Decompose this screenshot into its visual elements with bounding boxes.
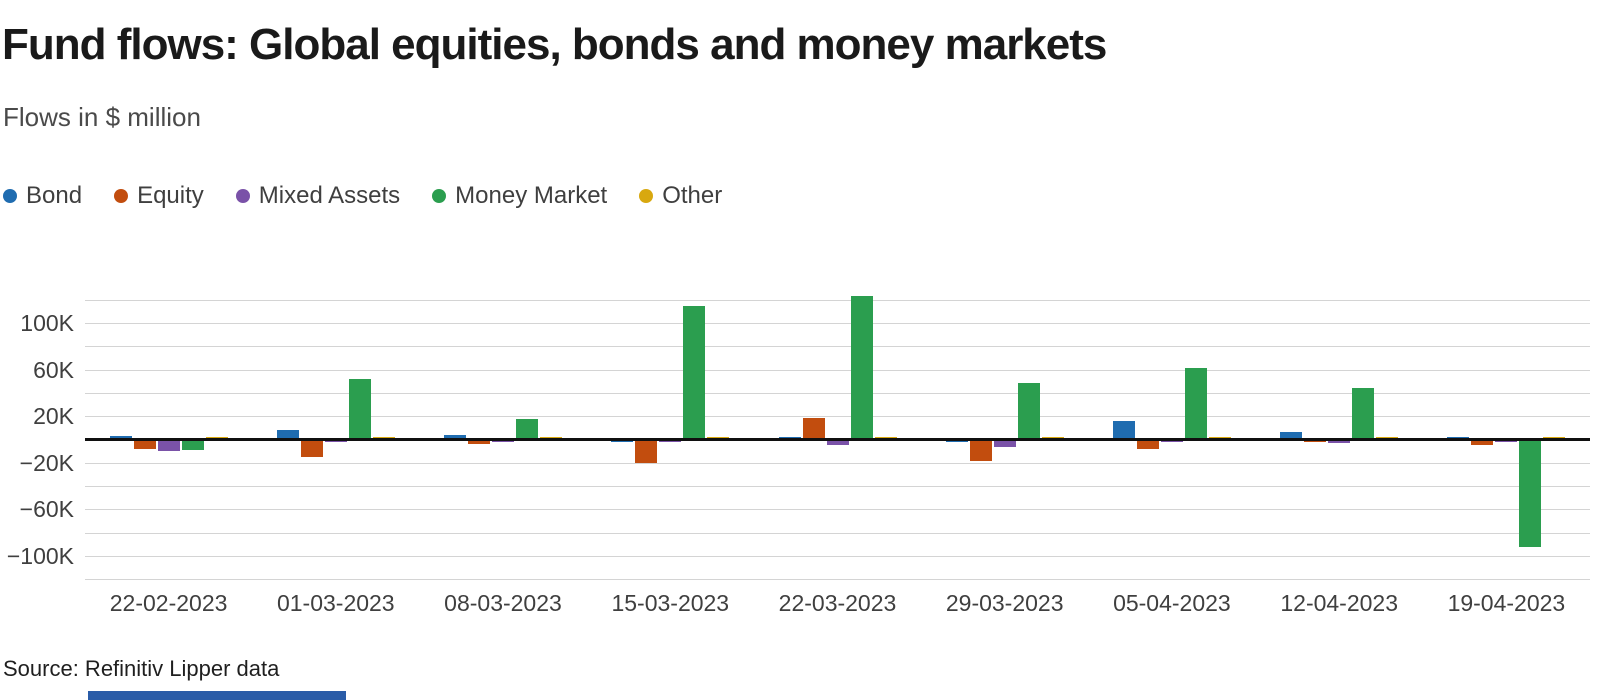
legend-item-mixed-assets: Mixed Assets bbox=[235, 182, 401, 210]
legend-dot-icon bbox=[3, 189, 17, 203]
bar-other bbox=[205, 437, 228, 438]
gridline bbox=[85, 323, 1590, 324]
brand-bar bbox=[88, 691, 346, 700]
bar-equity bbox=[802, 418, 825, 438]
bar-bond bbox=[945, 441, 968, 442]
bar-mixed-assets bbox=[826, 441, 849, 445]
legend-dot-icon bbox=[639, 189, 654, 203]
bar-money-market bbox=[1017, 383, 1040, 438]
x-axis-tick-label: 29-03-2023 bbox=[945, 590, 1064, 616]
bar-mixed-assets bbox=[1160, 441, 1183, 442]
bar-equity bbox=[133, 441, 156, 450]
x-axis-tick-label: 22-03-2023 bbox=[778, 590, 897, 616]
bar-money-market bbox=[516, 419, 539, 438]
bar-equity bbox=[1304, 441, 1327, 442]
zero-axis-line bbox=[85, 438, 1590, 441]
bar-mixed-assets bbox=[157, 441, 180, 451]
bar-bond bbox=[778, 437, 801, 438]
gridline bbox=[85, 369, 1590, 371]
bar-money-market bbox=[1352, 387, 1375, 438]
bar-other bbox=[540, 437, 563, 438]
legend-dot-icon bbox=[432, 189, 447, 203]
gridline bbox=[85, 462, 1590, 464]
bar-equity bbox=[635, 441, 658, 464]
legend-dot-icon bbox=[114, 189, 129, 203]
bar-other bbox=[372, 437, 395, 438]
bar-bond bbox=[611, 441, 634, 443]
bar-money-market bbox=[850, 295, 873, 438]
bar-other bbox=[707, 437, 730, 438]
bar-bond bbox=[1447, 437, 1470, 438]
x-axis-tick-label: 12-04-2023 bbox=[1280, 590, 1399, 616]
legend-label: Other bbox=[662, 182, 723, 209]
legend-label: Equity bbox=[137, 182, 204, 209]
bar-bond bbox=[276, 429, 299, 438]
gridline bbox=[85, 486, 1590, 488]
x-axis-tick-label: 15-03-2023 bbox=[611, 590, 730, 616]
bar-money-market bbox=[1184, 368, 1207, 438]
gridline bbox=[85, 299, 1590, 301]
x-axis-tick-label: 08-03-2023 bbox=[444, 590, 562, 616]
bar-mixed-assets bbox=[1495, 441, 1518, 442]
bar-other bbox=[874, 437, 897, 438]
legend-label: Bond bbox=[26, 182, 83, 209]
bar-other bbox=[1376, 437, 1399, 438]
y-axis-tick-label: 20K bbox=[33, 403, 74, 430]
y-axis-tick-label: −100K bbox=[6, 543, 74, 569]
y-axis-tick-label: 60K bbox=[33, 356, 74, 383]
bar-mixed-assets bbox=[324, 441, 347, 442]
legend-label: Mixed Assets bbox=[258, 182, 401, 209]
bar-mixed-assets bbox=[659, 441, 682, 443]
bar-other bbox=[1543, 437, 1566, 438]
y-axis-tick-label: −20K bbox=[19, 449, 74, 476]
x-axis-tick-label: 05-04-2023 bbox=[1113, 590, 1231, 616]
x-axis-tick-label: 22-02-2023 bbox=[109, 590, 228, 616]
bar-bond bbox=[444, 435, 467, 438]
chart-subtitle: Flows in $ million bbox=[3, 102, 201, 132]
bar-money-market bbox=[181, 441, 204, 451]
legend-item-money-market: Money Market bbox=[432, 182, 607, 210]
bar-equity bbox=[1136, 441, 1159, 450]
x-axis-tick-label: 19-04-2023 bbox=[1447, 590, 1566, 616]
gridline bbox=[85, 392, 1590, 394]
bar-money-market bbox=[348, 378, 371, 438]
chart-legend: Bond Equity Mixed Assets Money Market Other bbox=[3, 182, 722, 210]
bar-equity bbox=[1471, 441, 1494, 445]
gridline bbox=[85, 556, 1590, 557]
bar-money-market bbox=[683, 306, 706, 438]
y-axis-tick-label: −60K bbox=[19, 496, 74, 523]
gridline bbox=[85, 346, 1590, 348]
source-note: Source: Refinitiv Lipper data bbox=[3, 656, 280, 681]
x-axis-tick-label: 01-03-2023 bbox=[276, 590, 395, 616]
gridline bbox=[85, 579, 1590, 581]
gridline bbox=[85, 416, 1590, 418]
gridline bbox=[85, 532, 1590, 534]
bar-mixed-assets bbox=[492, 441, 515, 442]
legend-item-bond: Bond bbox=[3, 182, 82, 210]
page-title: Fund flows: Global equities, bonds and m… bbox=[2, 20, 1107, 69]
bar-equity bbox=[300, 441, 323, 458]
bar-bond bbox=[1112, 420, 1135, 438]
bar-other bbox=[1208, 437, 1231, 438]
bar-money-market bbox=[1519, 441, 1542, 547]
legend-item-other: Other bbox=[639, 182, 722, 210]
bar-mixed-assets bbox=[1328, 441, 1351, 443]
legend-label: Money Market bbox=[455, 182, 608, 209]
bar-bond bbox=[1280, 432, 1303, 438]
bar-equity bbox=[969, 441, 992, 461]
bar-mixed-assets bbox=[993, 441, 1016, 447]
bar-other bbox=[1041, 436, 1064, 438]
legend-dot-icon bbox=[235, 189, 250, 203]
bar-equity bbox=[468, 441, 491, 445]
gridline bbox=[85, 509, 1590, 511]
bar-bond bbox=[109, 435, 132, 438]
legend-item-equity: Equity bbox=[114, 182, 204, 210]
y-axis-tick-label: 100K bbox=[20, 310, 74, 336]
